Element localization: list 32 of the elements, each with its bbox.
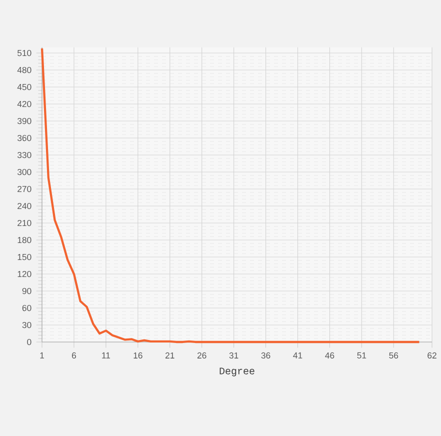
x-tick-label: 31 xyxy=(229,352,238,359)
y-tick-label: 210 xyxy=(18,220,32,226)
y-tick-label: 300 xyxy=(17,168,32,176)
x-tick-label: 51 xyxy=(357,352,366,358)
y-tick-label: 330 xyxy=(17,152,32,158)
x-tick-label: 1 xyxy=(40,352,44,358)
y-tick-label: 90 xyxy=(22,288,32,294)
y-tick-label: 390 xyxy=(17,118,32,124)
x-tick-label: 62 xyxy=(428,352,436,359)
x-tick-label: 41 xyxy=(293,352,302,358)
x-axis-title: Degree xyxy=(220,368,254,376)
y-tick-label: 120 xyxy=(18,270,32,278)
y-tick-label: 180 xyxy=(18,236,32,244)
y-tick-label: 450 xyxy=(17,84,32,90)
y-tick-label: 420 xyxy=(17,100,32,108)
y-tick-label: 30 xyxy=(22,322,32,328)
y-tick-label: 510 xyxy=(18,50,32,56)
y-tick-label: 480 xyxy=(17,66,32,74)
x-tick-label: 6 xyxy=(72,352,76,359)
y-tick-label: 240 xyxy=(18,202,32,210)
x-tick-label: 11 xyxy=(102,352,110,358)
x-tick-label: 26 xyxy=(197,352,206,359)
y-tick-label: 360 xyxy=(17,134,32,142)
x-tick-label: 56 xyxy=(389,352,398,359)
x-tick-label: 36 xyxy=(261,352,270,359)
y-tick-label: 60 xyxy=(22,304,32,312)
x-tick-label: 46 xyxy=(325,352,334,359)
y-tick-label: 270 xyxy=(18,186,32,192)
y-tick-label: 0 xyxy=(27,338,32,346)
x-tick-label: 21 xyxy=(165,352,174,358)
x-tick-label: 16 xyxy=(134,352,142,359)
y-tick-label: 150 xyxy=(18,254,32,260)
